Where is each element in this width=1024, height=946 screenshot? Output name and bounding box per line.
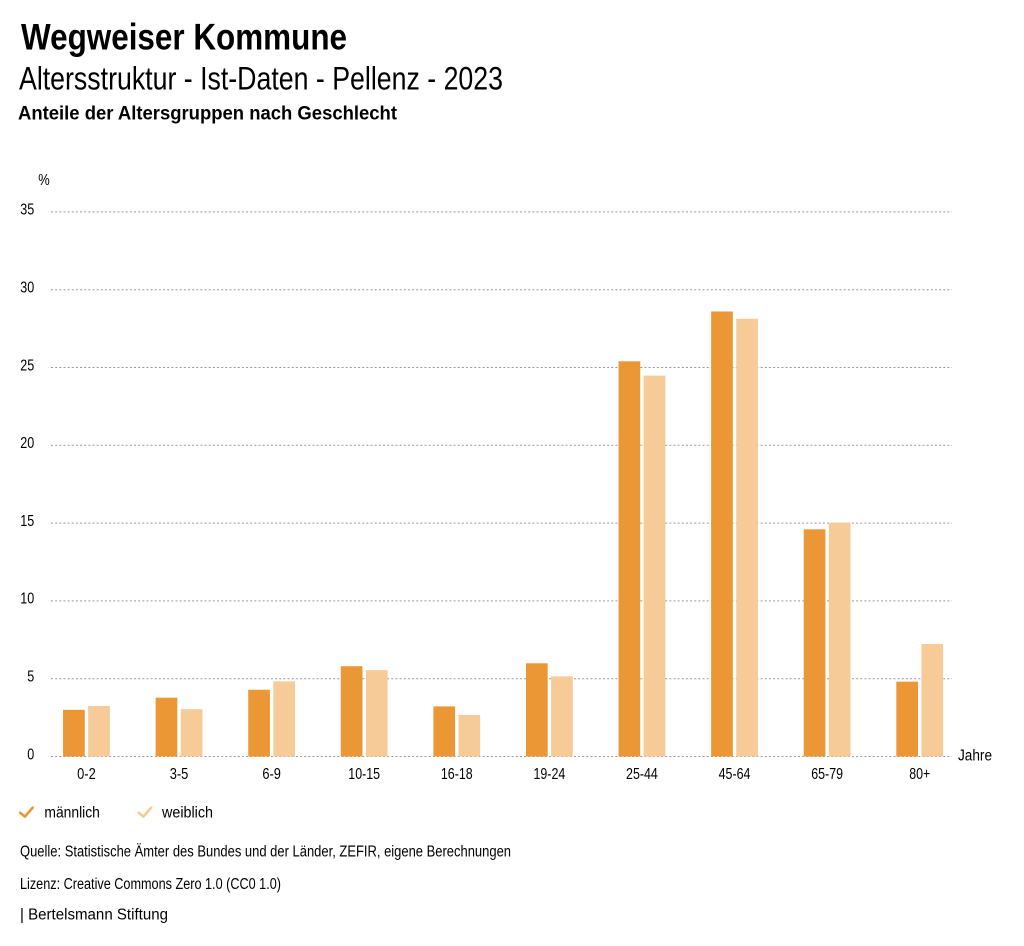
svg-text:6-9: 6-9 <box>262 766 281 783</box>
svg-text:Quelle: Statistische Ämter des: Quelle: Statistische Ämter des Bundes un… <box>20 844 511 861</box>
svg-text:45-64: 45-64 <box>719 766 751 783</box>
svg-text:Altersstruktur - Ist-Daten - P: Altersstruktur - Ist-Daten - Pellenz - 2… <box>19 61 503 97</box>
svg-text:30: 30 <box>20 280 34 297</box>
svg-text:65-79: 65-79 <box>811 766 843 783</box>
svg-text:25-44: 25-44 <box>626 766 658 783</box>
svg-text:5: 5 <box>27 669 34 686</box>
svg-text:35: 35 <box>20 202 34 219</box>
svg-text:Lizenz: Creative Commons Zero: Lizenz: Creative Commons Zero 1.0 (CC0 1… <box>20 876 281 893</box>
svg-text:Anteile der Altersgruppen nach: Anteile der Altersgruppen nach Geschlech… <box>18 103 397 125</box>
svg-text:%: % <box>38 172 50 189</box>
svg-text:weiblich: weiblich <box>161 805 213 822</box>
svg-text:3-5: 3-5 <box>170 766 189 783</box>
svg-text:0-2: 0-2 <box>77 766 96 783</box>
svg-text:10-15: 10-15 <box>348 766 380 783</box>
svg-text:16-18: 16-18 <box>441 766 473 783</box>
svg-text:25: 25 <box>20 357 34 374</box>
svg-text:19-24: 19-24 <box>533 766 565 783</box>
svg-text:männlich: männlich <box>44 805 100 822</box>
svg-text:Jahre: Jahre <box>958 748 992 765</box>
svg-text:20: 20 <box>20 435 34 452</box>
svg-text:0: 0 <box>27 746 34 763</box>
svg-text:80+: 80+ <box>909 766 930 783</box>
svg-text:10: 10 <box>20 591 34 608</box>
svg-text:Wegweiser Kommune: Wegweiser Kommune <box>21 17 347 58</box>
svg-text:15: 15 <box>20 513 34 530</box>
svg-text:| Bertelsmann Stiftung: | Bertelsmann Stiftung <box>20 907 168 924</box>
